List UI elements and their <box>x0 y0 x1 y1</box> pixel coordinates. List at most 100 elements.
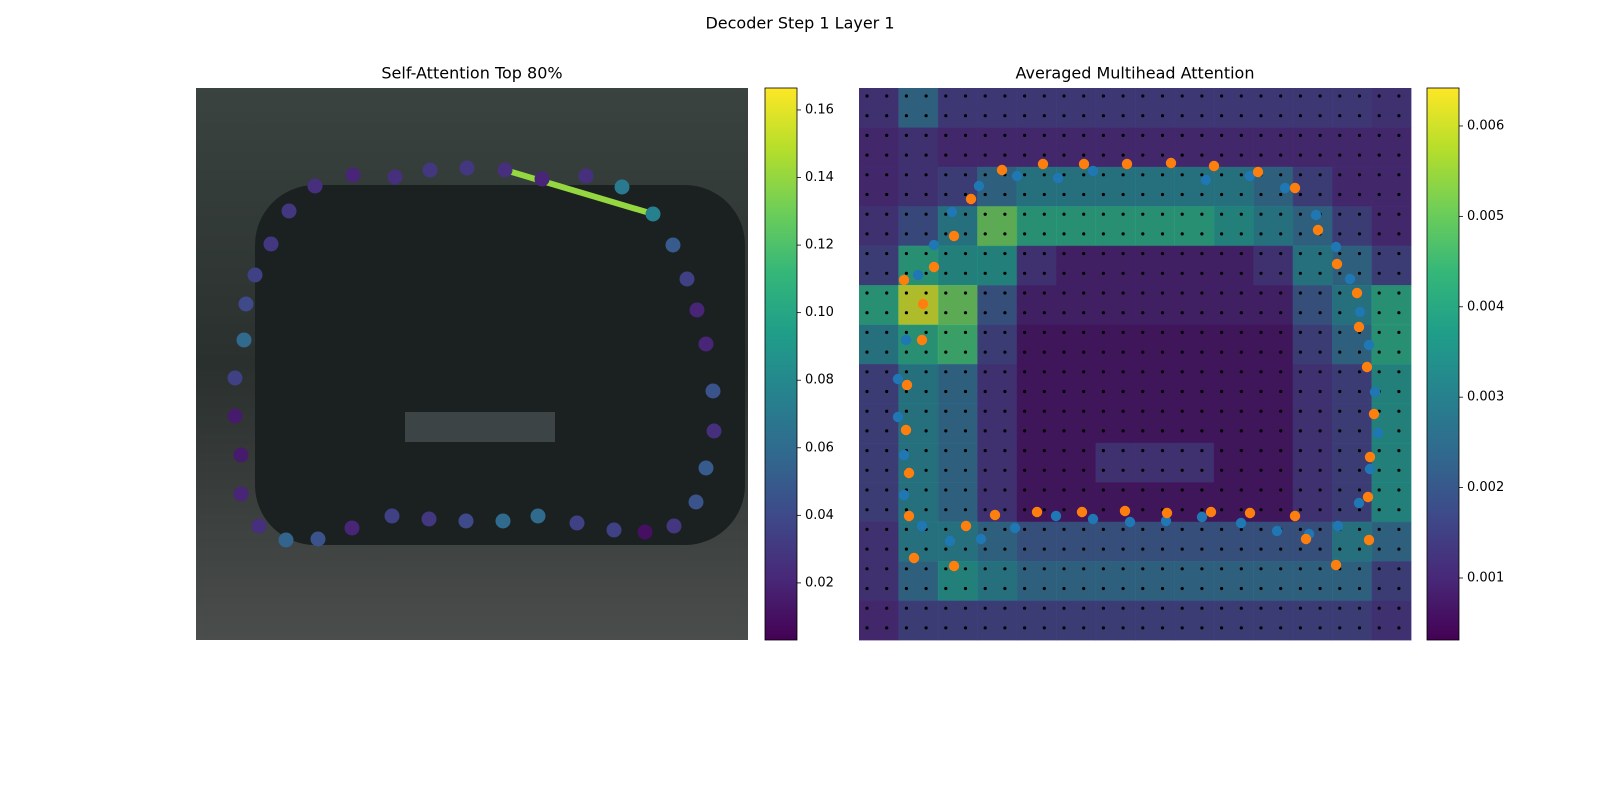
grid-dot <box>1377 449 1381 453</box>
grid-dot <box>963 133 968 137</box>
grid-dot <box>1121 350 1125 354</box>
grid-dot <box>963 192 968 197</box>
grid-dot <box>885 252 889 256</box>
grid-dot <box>983 291 987 295</box>
grid-dot <box>1023 330 1027 334</box>
grid-dot <box>1377 488 1381 492</box>
grid-dot <box>1239 626 1243 630</box>
grid-dot <box>1279 311 1283 315</box>
reference-point <box>903 467 915 479</box>
reference-point <box>1363 339 1375 351</box>
grid-dot <box>1397 547 1401 551</box>
grid-dot <box>1042 173 1046 177</box>
grid-dot <box>1239 389 1243 394</box>
heatmap-cell <box>937 127 978 168</box>
grid-dot <box>1397 468 1401 472</box>
grid-dot <box>1180 133 1184 137</box>
grid-dot <box>1220 567 1224 571</box>
grid-dot <box>1141 547 1145 551</box>
grid-dot <box>963 389 968 394</box>
grid-dot <box>1101 626 1105 630</box>
grid-dot <box>1042 133 1046 137</box>
heatmap-cell <box>1253 285 1294 326</box>
grid-dot <box>1318 547 1322 551</box>
grid-dot <box>1338 192 1342 197</box>
grid-dot <box>1220 586 1224 591</box>
heatmap-cell <box>1371 561 1412 602</box>
grid-dot <box>1200 626 1204 630</box>
grid-dot <box>944 626 948 630</box>
heatmap-cell <box>1292 521 1333 562</box>
grid-dot <box>1220 626 1224 630</box>
grid-dot <box>1141 449 1145 453</box>
grid-dot <box>1160 133 1165 137</box>
reference-point <box>901 379 913 391</box>
heatmap-cell <box>937 88 978 128</box>
grid-dot <box>1338 94 1342 98</box>
reference-point <box>1076 506 1088 518</box>
grid-dot <box>885 291 889 295</box>
reference-point <box>944 535 956 547</box>
grid-dot <box>1062 153 1066 157</box>
grid-dot <box>1239 291 1243 295</box>
grid-dot <box>1003 370 1007 374</box>
grid-dot <box>944 311 948 315</box>
heatmap-cell <box>1135 285 1175 326</box>
grid-dot <box>1338 252 1342 256</box>
grid-dot <box>944 409 948 413</box>
grid-dot <box>1180 586 1184 591</box>
heatmap-cell <box>1174 206 1215 247</box>
grid-dot <box>983 468 987 472</box>
query-point <box>666 518 682 534</box>
grid-dot <box>1023 626 1027 630</box>
heatmap-cell <box>1056 285 1097 326</box>
reference-point <box>1271 525 1283 537</box>
reference-point <box>1052 172 1064 184</box>
grid-dot <box>963 232 968 236</box>
query-point <box>422 162 438 178</box>
reference-point <box>973 180 985 192</box>
reference-point <box>1289 510 1301 522</box>
grid-dot <box>944 271 948 275</box>
grid-dot <box>1200 212 1204 216</box>
reference-point <box>912 269 924 281</box>
heatmap-cell <box>1253 88 1294 128</box>
grid-dot <box>1200 527 1204 532</box>
heatmap-cell <box>1332 403 1373 444</box>
grid-dot <box>1121 488 1125 492</box>
grid-dot <box>1338 468 1342 472</box>
grid-dot <box>1220 488 1224 492</box>
heatmap-cell <box>977 403 1018 444</box>
reference-point <box>1361 361 1373 373</box>
grid-dot <box>1200 291 1204 295</box>
grid-dot <box>1200 350 1204 354</box>
grid-dot <box>1062 94 1066 98</box>
colorbar-tick-label: 0.005 <box>1467 209 1504 224</box>
grid-dot <box>1141 508 1145 512</box>
heatmap-cell <box>1174 88 1215 128</box>
heatmap-cell <box>898 403 939 444</box>
heatmap-cell <box>1095 364 1136 404</box>
grid-dot <box>1298 468 1302 472</box>
grid-dot <box>1062 567 1066 571</box>
reference-point <box>1344 273 1356 285</box>
colorbar-tick-label: 0.001 <box>1467 570 1504 585</box>
grid-dot <box>1141 389 1145 394</box>
grid-dot <box>885 488 889 492</box>
grid-dot <box>904 508 909 512</box>
grid-dot <box>1397 527 1401 532</box>
grid-dot <box>1279 192 1283 197</box>
grid-dot <box>1239 370 1243 374</box>
grid-dot <box>1042 271 1046 275</box>
grid-dot <box>1101 586 1105 591</box>
heatmap-cell <box>1056 364 1097 404</box>
grid-dot <box>1082 153 1086 157</box>
grid-dot <box>1121 547 1125 551</box>
grid-dot <box>865 192 869 197</box>
grid-dot <box>1338 114 1342 118</box>
reference-point <box>989 509 1001 521</box>
grid-dot <box>1082 586 1086 591</box>
reference-point <box>1087 513 1099 525</box>
grid-dot <box>1023 212 1027 216</box>
heatmap-cell <box>1174 285 1215 326</box>
